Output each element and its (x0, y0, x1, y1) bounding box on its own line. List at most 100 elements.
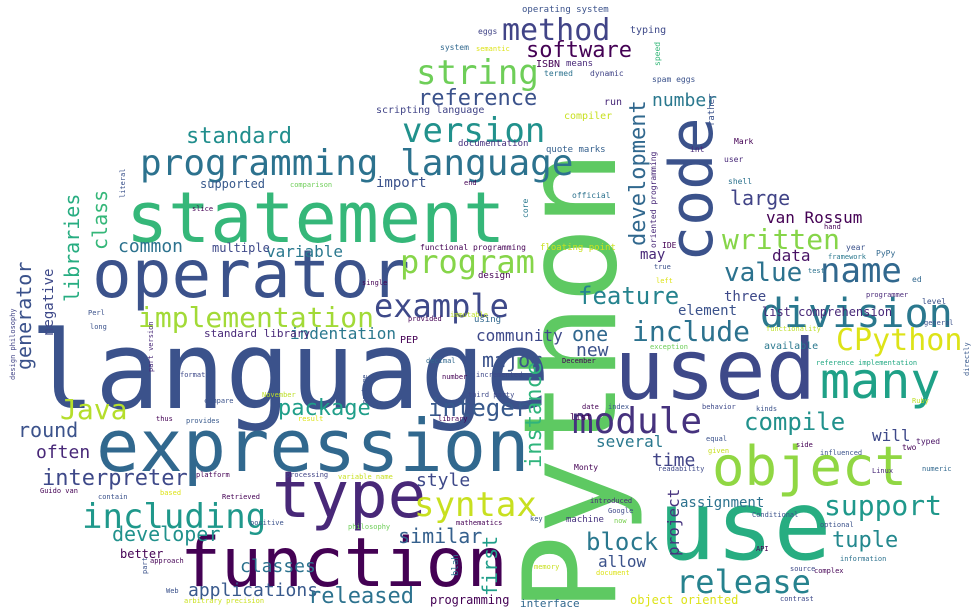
word-supported: supported (200, 177, 266, 191)
word-side: side (796, 441, 813, 449)
word-hand: hand (824, 223, 841, 231)
word-linux: Linux (872, 467, 894, 475)
word-given: given (708, 447, 730, 455)
word-language: language (30, 309, 551, 434)
word-number-2: number (442, 373, 468, 381)
word-comparison: comparison (290, 181, 333, 189)
word-development: development (626, 100, 651, 246)
word-scripting-language: scripting language (376, 105, 485, 116)
word-numeric: numeric (922, 465, 952, 473)
word-standard: standard (186, 124, 292, 149)
word-end: end (464, 179, 477, 187)
word-negative: negative (41, 268, 57, 336)
word-web: Web (166, 587, 179, 595)
word-index: index (608, 403, 630, 411)
word-general: general (924, 319, 954, 327)
word-interface: interface (520, 597, 580, 610)
word-guido-van: Guido van (40, 487, 78, 495)
word-framework: framework (828, 253, 866, 261)
word-now: now (614, 517, 627, 525)
word-reference: reference (418, 86, 538, 111)
word-api: API (756, 545, 769, 553)
word-libraries: libraries (60, 193, 84, 302)
word-block: block (586, 528, 659, 556)
word-example: example (374, 287, 509, 325)
word-round: round (18, 418, 79, 442)
word-division: division (760, 291, 953, 337)
word-november: November (262, 391, 296, 399)
word-ed: ed (912, 275, 922, 284)
word-mark: Mark (734, 137, 754, 146)
word-feature: feature (578, 282, 680, 310)
word-two: two (902, 443, 917, 452)
word-optional: optional (820, 521, 854, 529)
word-method: method (502, 13, 611, 48)
word-one: one (572, 322, 609, 346)
word-key: key (530, 515, 543, 523)
word-immutable: immutable (450, 311, 488, 319)
word-processing: processing (286, 471, 329, 479)
word-number: number (652, 90, 718, 111)
word-oriented-programming: oriented programming (649, 151, 658, 248)
word-provides: provides (186, 417, 220, 425)
word-string: string (416, 53, 539, 93)
word-instance: instance (522, 362, 547, 468)
word-better: better (120, 547, 164, 561)
word-conditional: Conditional (752, 511, 799, 519)
word-true: true (654, 263, 671, 271)
word-platform: platform (196, 471, 230, 479)
word-major: major (482, 348, 543, 372)
word-pep: PEP (400, 335, 419, 346)
word-will: will (872, 426, 911, 445)
word-quote-marks: quote marks (546, 145, 606, 155)
word-based: based (160, 489, 182, 497)
word-data: data (772, 246, 811, 265)
word-compiler: compiler (564, 111, 613, 122)
word-level: level (922, 297, 947, 306)
word-positive: positive (250, 519, 284, 527)
word-termed: termed (544, 69, 573, 78)
word-value: value (724, 258, 803, 288)
word-means: means (566, 59, 594, 69)
word-three: three (724, 289, 767, 305)
word-provided: provided (408, 315, 442, 323)
word-floating-point: floating point (540, 243, 616, 253)
word-list-comprehension: list comprehension (762, 305, 893, 319)
word-speed: speed (653, 41, 662, 66)
word-release: release (676, 563, 811, 601)
word-incremented: incremented (476, 371, 523, 379)
word-single: single (362, 279, 388, 287)
word-format: format (180, 371, 206, 379)
word-first: first (478, 535, 502, 596)
word-source: source (790, 565, 816, 573)
word-directly: directly (963, 342, 971, 376)
word-many: many (820, 352, 941, 410)
word-rather: rather (707, 93, 717, 126)
word-software: software (526, 38, 632, 63)
word-test: test (808, 267, 825, 275)
word-isbn: ISBN (536, 59, 561, 70)
word-memory: memory (534, 563, 560, 571)
word-introduced: introduced (590, 497, 633, 505)
word-retrieved: Retrieved (222, 493, 260, 501)
word-functionality: functionality (766, 325, 821, 333)
word-ide: IDE (662, 241, 677, 250)
word-use: use (658, 470, 832, 582)
word-class: class (88, 189, 112, 250)
word-variable: variable (266, 242, 344, 261)
word-program: program (400, 243, 535, 281)
word-multiple: multiple (212, 241, 270, 255)
word-date: date (582, 403, 599, 411)
word-used: used (614, 321, 817, 419)
word-behavior: behavior (702, 403, 736, 411)
word-design-philosophy: design philosophy (9, 308, 17, 380)
word-element: element (678, 303, 738, 319)
word-ruby: Ruby (912, 397, 929, 405)
word-classes: classes (240, 556, 316, 577)
word-mathematics: mathematics (456, 519, 503, 527)
word-core: core (521, 198, 530, 218)
word-java: Java (60, 393, 128, 426)
word-operator: operator (92, 236, 410, 313)
word-third-party: third party (468, 391, 515, 399)
word-van-rossum: van Rossum (766, 208, 863, 227)
